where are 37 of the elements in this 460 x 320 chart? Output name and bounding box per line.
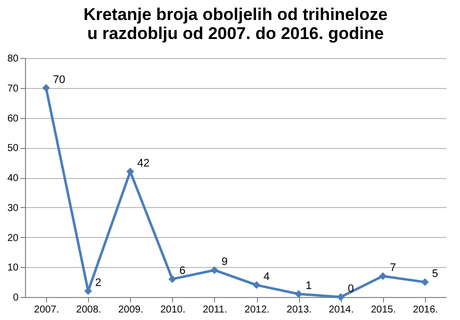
y-tick-label: 10 xyxy=(7,262,19,274)
data-label: 7 xyxy=(390,262,396,274)
x-tick-label: 2013. xyxy=(286,304,312,316)
data-label: 5 xyxy=(432,268,438,280)
y-tick-label: 70 xyxy=(7,83,19,94)
y-tick-label: 40 xyxy=(7,173,19,184)
data-label: 9 xyxy=(221,256,228,268)
x-tick-label: 2014. xyxy=(328,304,354,316)
point xyxy=(252,281,260,289)
x-tick-label: 2015. xyxy=(370,304,396,316)
data-label: 1 xyxy=(306,280,312,292)
point xyxy=(421,278,429,286)
point xyxy=(378,272,387,280)
x-tick-label: 2009. xyxy=(118,304,144,316)
x-tick-label: 2010. xyxy=(160,304,186,316)
data-label: 42 xyxy=(137,158,150,170)
x-tick-label: 2007. xyxy=(34,304,60,316)
y-tick-label: 30 xyxy=(7,202,19,214)
data-label: 2 xyxy=(95,277,102,290)
chart-title: Kretanje broja oboljelih od trihineloze u razdoblju od 2007. do 2016. godine xyxy=(83,5,388,43)
x-tick-label: 2008. xyxy=(76,304,102,316)
y-tick-label: 80 xyxy=(7,54,19,64)
y-tick-label: 20 xyxy=(7,232,19,244)
data-label: 70 xyxy=(53,74,66,86)
point xyxy=(126,168,134,176)
point xyxy=(210,266,218,274)
x-tick-label: 2011. xyxy=(202,304,228,316)
y-tick-label: 60 xyxy=(7,113,19,124)
x-tick-label: 2016. xyxy=(412,304,438,316)
point xyxy=(336,293,345,301)
data-label: 4 xyxy=(264,271,270,284)
point xyxy=(42,84,50,92)
data-label: 6 xyxy=(179,265,186,278)
y-tick-label: 50 xyxy=(7,143,19,154)
x-tick-label: 2012. xyxy=(244,304,270,316)
point xyxy=(168,275,176,283)
y-tick-label: 0 xyxy=(12,292,19,304)
